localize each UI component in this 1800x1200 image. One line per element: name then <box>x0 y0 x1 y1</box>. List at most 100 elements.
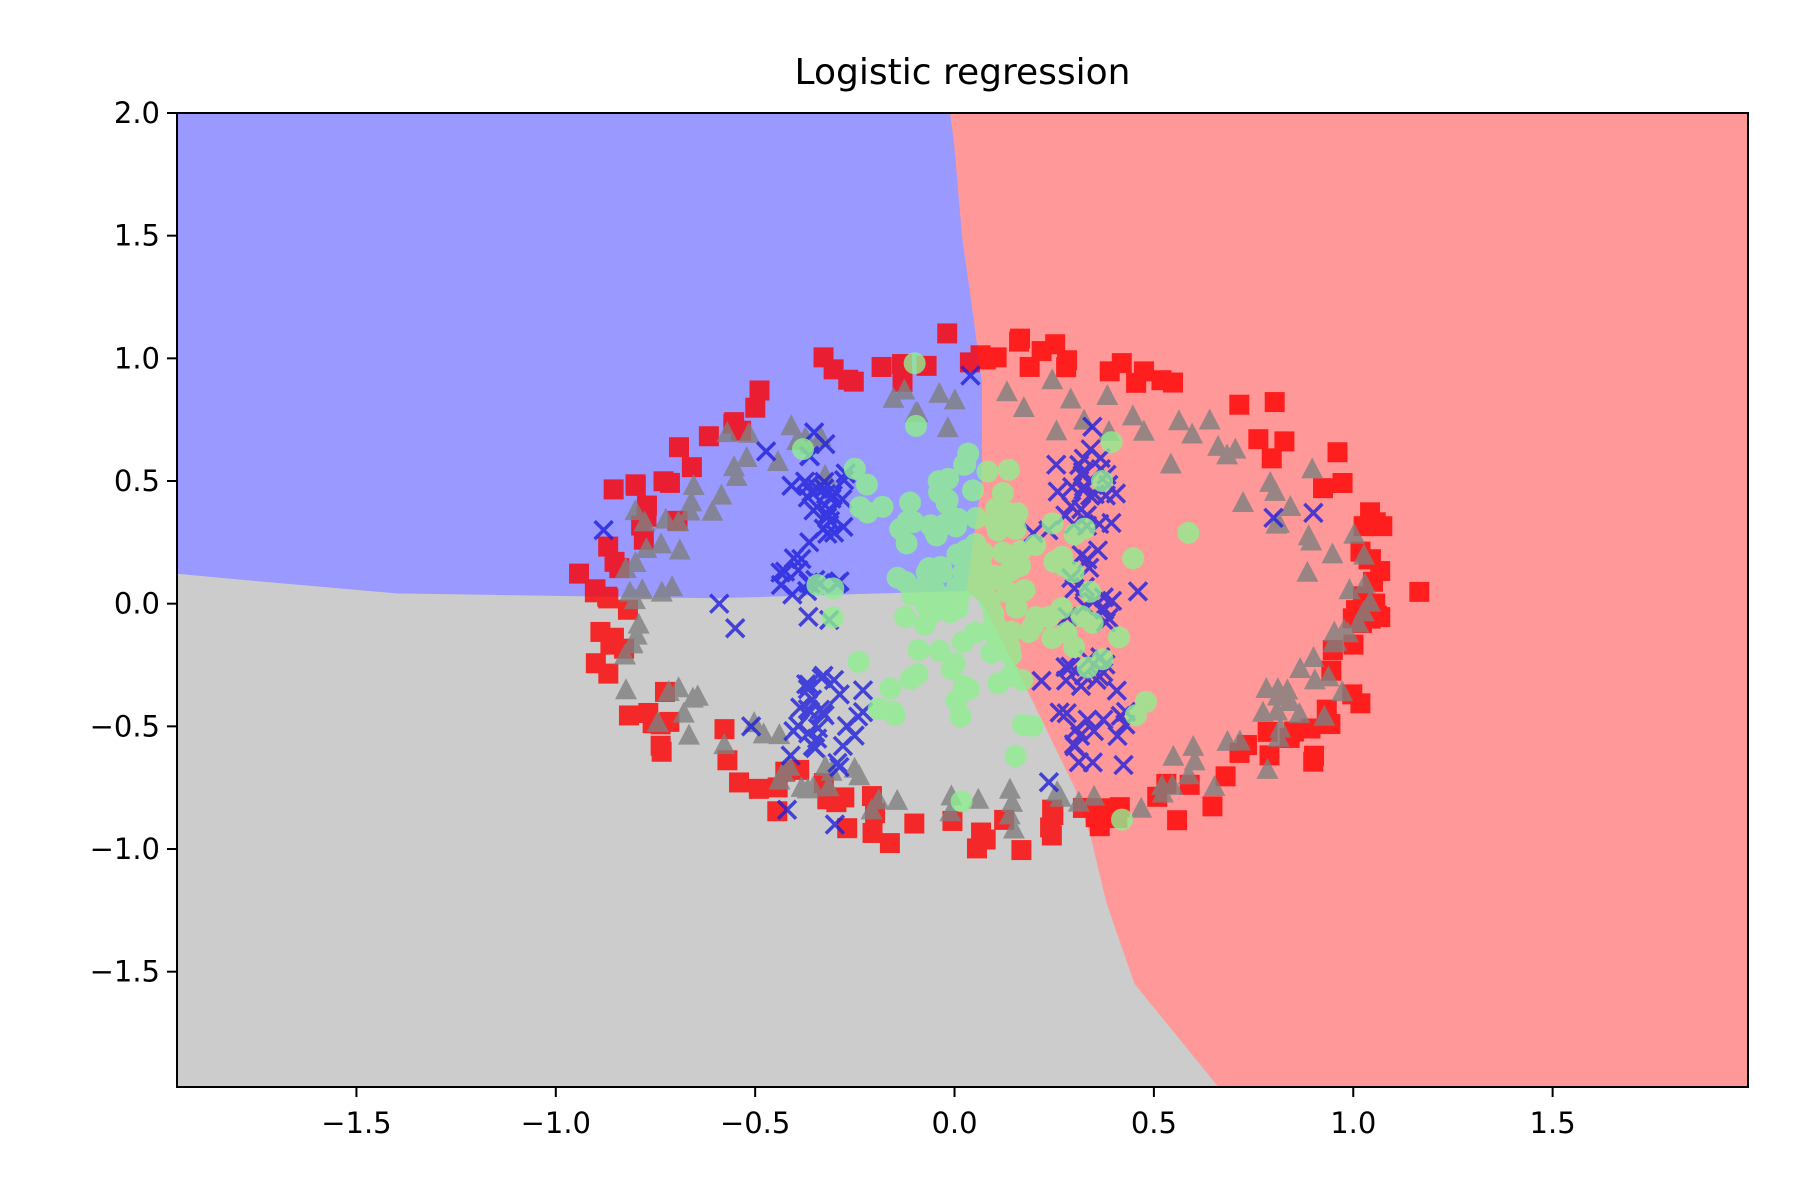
data-point-triangle <box>1317 665 1340 687</box>
data-point-triangle <box>1259 470 1282 492</box>
data-point-circle <box>1041 512 1064 535</box>
data-point-circle <box>1091 648 1114 671</box>
data-point-x <box>1064 736 1085 757</box>
data-point-triangle <box>1181 422 1204 444</box>
data-point-square <box>749 380 770 401</box>
data-point-triangle <box>1083 784 1106 806</box>
data-point-triangle <box>1302 645 1325 667</box>
data-point-square <box>1248 429 1269 450</box>
data-point-x <box>1031 670 1052 692</box>
data-point-square <box>745 397 766 418</box>
data-point-triangle <box>1269 716 1292 738</box>
data-point-x <box>1263 507 1284 529</box>
data-point-circle <box>965 506 988 529</box>
data-point-x <box>782 584 803 605</box>
data-point-circle <box>957 442 980 465</box>
data-point-triangle <box>1358 590 1381 612</box>
data-point-square <box>937 323 958 344</box>
data-point-x <box>1070 675 1092 697</box>
data-point-circle <box>925 523 948 546</box>
data-point-triangle <box>614 678 637 700</box>
data-point-square <box>1215 766 1236 787</box>
data-point-triangle <box>1303 668 1326 690</box>
data-point-circle <box>961 479 984 502</box>
data-point-circle <box>792 438 815 461</box>
data-point-x <box>798 606 819 628</box>
data-point-circle <box>1110 808 1133 831</box>
data-point-square <box>879 833 900 854</box>
data-point-x <box>1106 680 1128 701</box>
data-point-circle <box>843 457 866 480</box>
data-point-square <box>1327 442 1348 463</box>
data-point-triangle <box>939 800 962 822</box>
data-point-x <box>1113 754 1134 776</box>
data-point-triangle <box>1130 796 1153 818</box>
data-point-x <box>807 717 829 739</box>
data-point-circle <box>1122 547 1145 570</box>
data-point-triangle <box>1279 494 1302 516</box>
data-point-square <box>585 653 606 674</box>
data-point-circle <box>950 790 973 813</box>
data-point-square <box>748 778 769 799</box>
data-point-triangle <box>1216 729 1239 751</box>
data-point-triangle <box>790 775 813 797</box>
data-point-circle <box>905 414 928 437</box>
data-point-triangle <box>1121 404 1144 426</box>
data-point-circle <box>923 594 946 617</box>
data-point-square <box>904 813 925 834</box>
data-point-x <box>1093 709 1114 730</box>
data-point-triangle <box>893 378 916 400</box>
data-point-triangle <box>1347 611 1370 633</box>
y-tick-label: 0.0 <box>114 587 160 621</box>
data-point-circle <box>946 507 969 530</box>
data-point-circle <box>856 501 879 524</box>
decision-region-0 <box>177 113 983 600</box>
data-point-circle <box>907 638 930 661</box>
data-point-triangle <box>772 760 795 782</box>
data-point-triangle <box>860 798 883 820</box>
data-point-triangle <box>646 710 669 732</box>
data-point-triangle <box>1297 524 1320 546</box>
y-tick-label: −0.5 <box>90 709 160 743</box>
y-tick-label: 0.5 <box>114 464 160 498</box>
data-point-triangle <box>613 643 636 665</box>
data-point-triangle <box>1203 775 1226 797</box>
data-point-triangle <box>614 557 637 579</box>
data-point-square <box>653 471 674 492</box>
data-point-square <box>1167 810 1188 831</box>
data-point-x <box>1303 502 1324 524</box>
data-point-triangle <box>943 388 966 410</box>
data-point-x <box>798 674 820 695</box>
data-point-triangle <box>998 777 1021 799</box>
data-point-x <box>593 519 614 541</box>
data-point-square <box>669 437 690 458</box>
data-point-square <box>1274 431 1295 452</box>
data-point-square <box>975 829 996 850</box>
data-point-x <box>1101 590 1123 612</box>
data-point-circle <box>952 675 975 698</box>
data-point-circle <box>821 606 844 629</box>
data-point-x <box>1073 476 1095 498</box>
data-point-triangle <box>1012 395 1035 417</box>
data-point-triangle <box>1313 704 1336 726</box>
data-point-x <box>1049 702 1070 723</box>
data-point-square <box>1313 478 1334 499</box>
data-point-x <box>829 684 850 705</box>
data-point-square <box>698 426 719 447</box>
y-tick-label: 1.0 <box>114 341 160 375</box>
data-point-triangle <box>1151 781 1174 803</box>
data-point-x <box>807 478 829 500</box>
data-point-square <box>1370 607 1391 628</box>
data-point-x <box>781 475 802 496</box>
y-tick-label: −1.5 <box>90 955 160 989</box>
data-point-x <box>798 723 819 744</box>
data-point-triangle <box>1162 744 1185 766</box>
data-point-triangle <box>998 803 1021 825</box>
data-point-x <box>1069 725 1091 747</box>
data-point-x <box>724 617 746 639</box>
data-point-triangle <box>1331 680 1354 702</box>
data-point-x <box>809 699 831 721</box>
data-point-triangle <box>1325 629 1348 651</box>
data-point-triangle <box>1132 419 1155 441</box>
data-point-x <box>803 500 824 521</box>
